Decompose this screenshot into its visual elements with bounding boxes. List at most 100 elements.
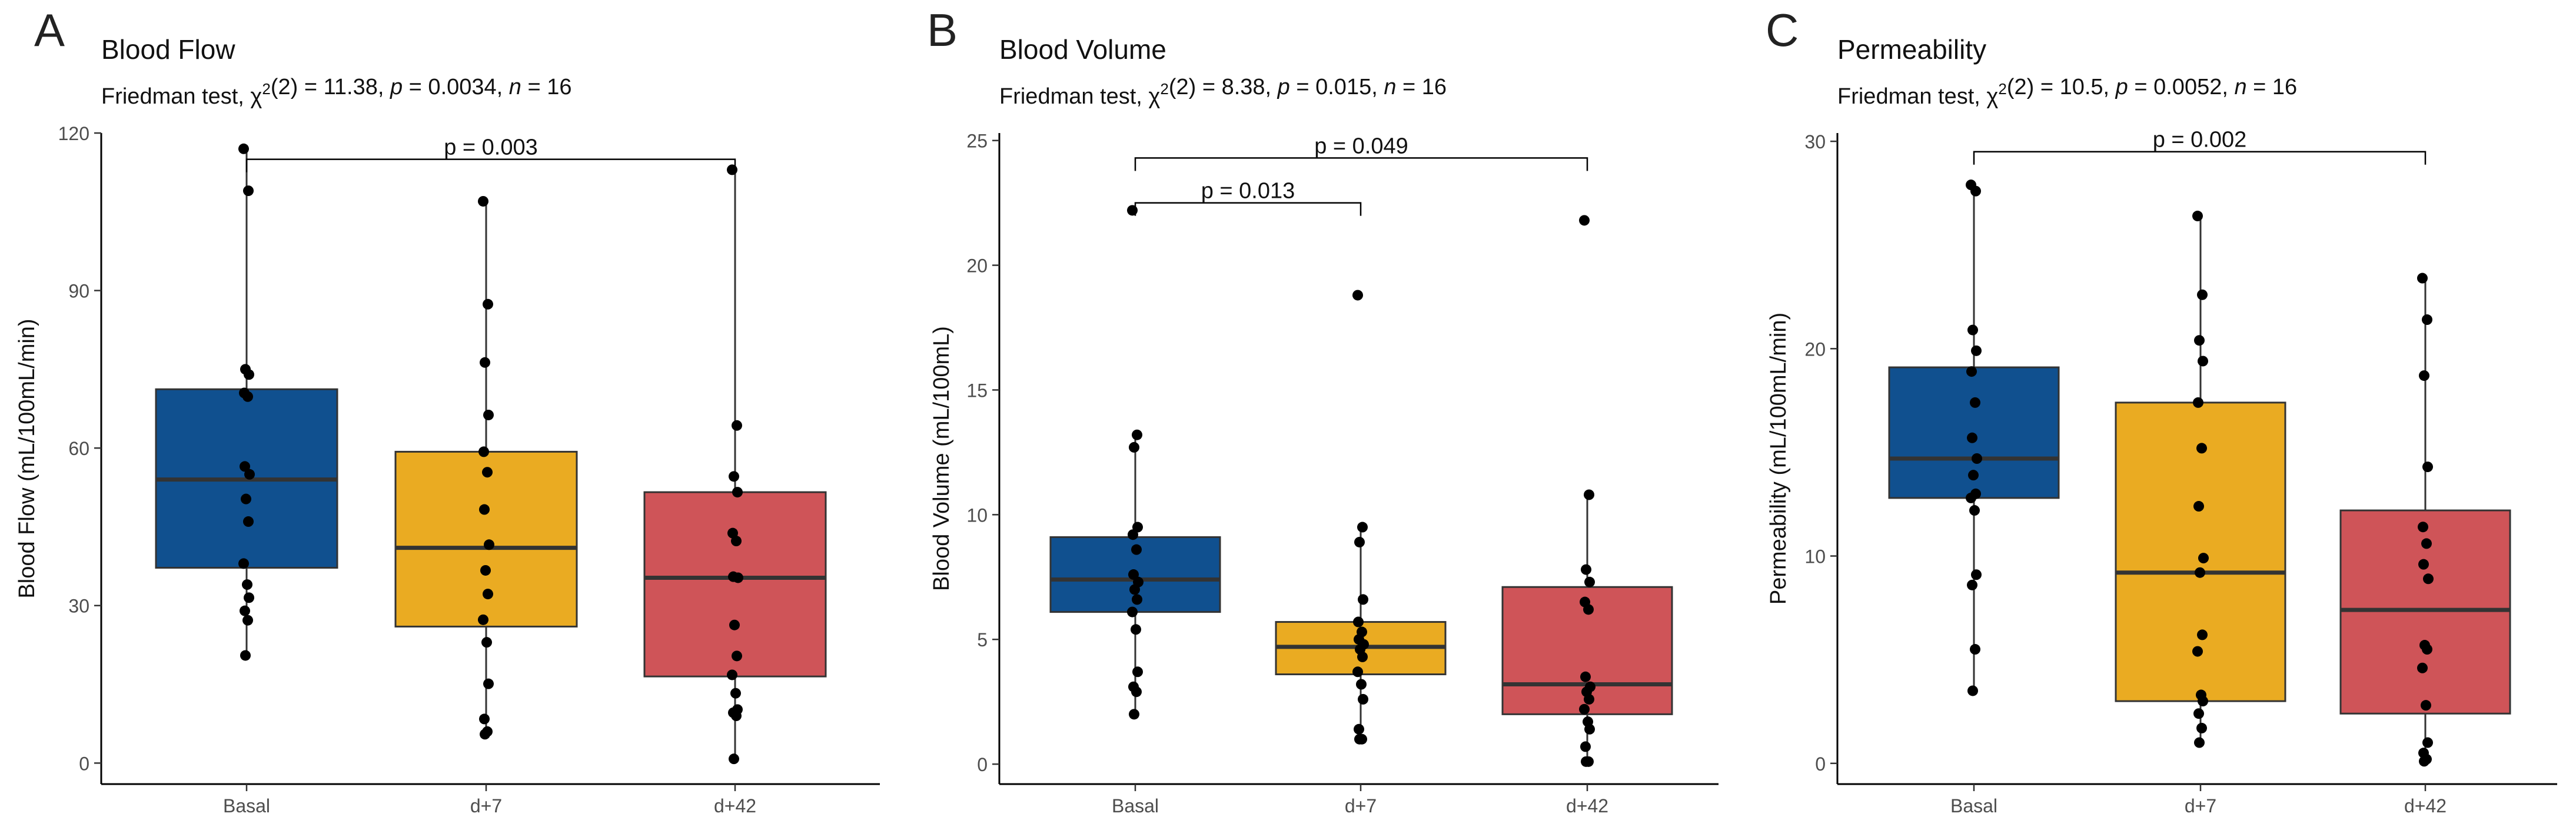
data-point (1352, 666, 1363, 678)
data-point (483, 298, 493, 310)
data-point (733, 572, 743, 583)
data-point (2197, 629, 2208, 640)
data-point (238, 143, 249, 154)
data-point (240, 461, 250, 472)
y-tick-label: 0 (1815, 753, 1826, 775)
x-tick-label: d+42 (714, 795, 756, 816)
data-point (240, 605, 250, 616)
data-point (1354, 536, 1365, 547)
data-point (732, 420, 742, 431)
data-point (480, 357, 490, 368)
data-point (478, 614, 488, 625)
data-point (2196, 443, 2207, 454)
data-point (2419, 756, 2429, 767)
data-point (1580, 671, 1591, 682)
y-tick-label: 0 (977, 754, 988, 775)
data-point (1127, 205, 1138, 216)
data-point (1970, 185, 1981, 197)
y-axis-label: Permeability (mL/100mL/min) (1766, 313, 1791, 605)
y-tick-label: 10 (966, 504, 988, 526)
data-point (1584, 693, 1594, 705)
data-point (1581, 756, 1591, 767)
data-point (1584, 576, 1595, 587)
data-point (1970, 397, 1980, 408)
data-point (242, 391, 253, 402)
data-point (244, 592, 254, 603)
y-tick-label: 5 (977, 629, 988, 650)
x-tick-label: Basal (223, 795, 270, 816)
box-dplus7 (394, 450, 578, 628)
data-point (2197, 289, 2208, 300)
data-point (484, 539, 494, 550)
data-point (1579, 703, 1590, 715)
data-point (483, 678, 494, 689)
data-point (242, 579, 252, 590)
data-point (1354, 733, 1365, 745)
x-tick-label: d+7 (2185, 795, 2216, 816)
box-dplus42 (643, 491, 827, 678)
data-point (478, 446, 489, 457)
data-point (1132, 594, 1142, 605)
data-point (1129, 441, 1139, 453)
x-tick-label: d+42 (2404, 795, 2447, 816)
data-point (2198, 356, 2208, 367)
data-point (732, 650, 742, 662)
data-point (2422, 314, 2432, 326)
data-point (2195, 567, 2205, 578)
data-point (479, 504, 490, 515)
data-point (1967, 324, 1978, 336)
x-tick-label: Basal (1112, 795, 1159, 816)
plot-area: 0 30 60 90 120 Basal d+7 d+42 p = 0.003 (58, 123, 880, 816)
data-point (727, 669, 737, 680)
significance-bracket (1134, 202, 1362, 216)
data-point (727, 164, 737, 175)
y-tick-label: 10 (1804, 546, 1826, 567)
data-point (1129, 584, 1140, 595)
data-point (1581, 564, 1591, 575)
significance-label: p = 0.002 (2153, 128, 2247, 152)
data-point (1127, 606, 1138, 617)
data-point (1967, 432, 1977, 443)
data-point (2418, 559, 2429, 570)
chart-title: Blood Volume (999, 34, 1166, 65)
plot-area: 0 5 10 15 20 25 Basal d+7 d+42 p = 0.013 p = 0.049 (966, 131, 1719, 816)
chart-subtitle: Friedman test, χ2(2) = 11.38, p = 0.0034… (101, 75, 572, 109)
data-point (1128, 529, 1138, 540)
y-tick-label: 15 (966, 380, 988, 401)
data-point (2421, 538, 2432, 549)
data-point (1356, 679, 1367, 690)
data-point (1358, 594, 1368, 605)
panel-c: C Permeability Friedman test, χ2(2) = 10… (1766, 4, 2557, 816)
data-point (2194, 737, 2205, 748)
data-point (2422, 462, 2433, 473)
data-point (731, 711, 742, 722)
data-point (2418, 522, 2428, 533)
data-point (1966, 366, 1977, 377)
x-tick-label: d+7 (470, 795, 502, 816)
data-point (480, 729, 490, 740)
data-point (240, 650, 251, 661)
chart-title: Permeability (1837, 34, 1986, 65)
data-point (483, 589, 493, 600)
data-point (729, 471, 739, 482)
data-point (243, 185, 254, 197)
data-point (2196, 722, 2207, 733)
data-point (479, 713, 490, 725)
x-tick-label: Basal (1950, 795, 1997, 816)
data-point (1583, 604, 1594, 615)
data-point (731, 536, 742, 547)
chart-subtitle: Friedman test, χ2(2) = 8.38, p = 0.015, … (999, 75, 1447, 109)
y-tick-label: 90 (68, 281, 89, 302)
data-point (243, 516, 254, 527)
data-point (481, 637, 492, 648)
data-point (1967, 685, 1978, 696)
panel-b: B Blood Volume Friedman test, χ2(2) = 8.… (927, 4, 1719, 816)
y-tick-label: 0 (79, 753, 89, 774)
data-point (242, 615, 253, 626)
y-tick-label: 60 (68, 438, 89, 459)
data-point (2194, 335, 2205, 346)
data-point (1357, 522, 1368, 533)
data-point (727, 527, 738, 539)
data-point (729, 619, 740, 630)
